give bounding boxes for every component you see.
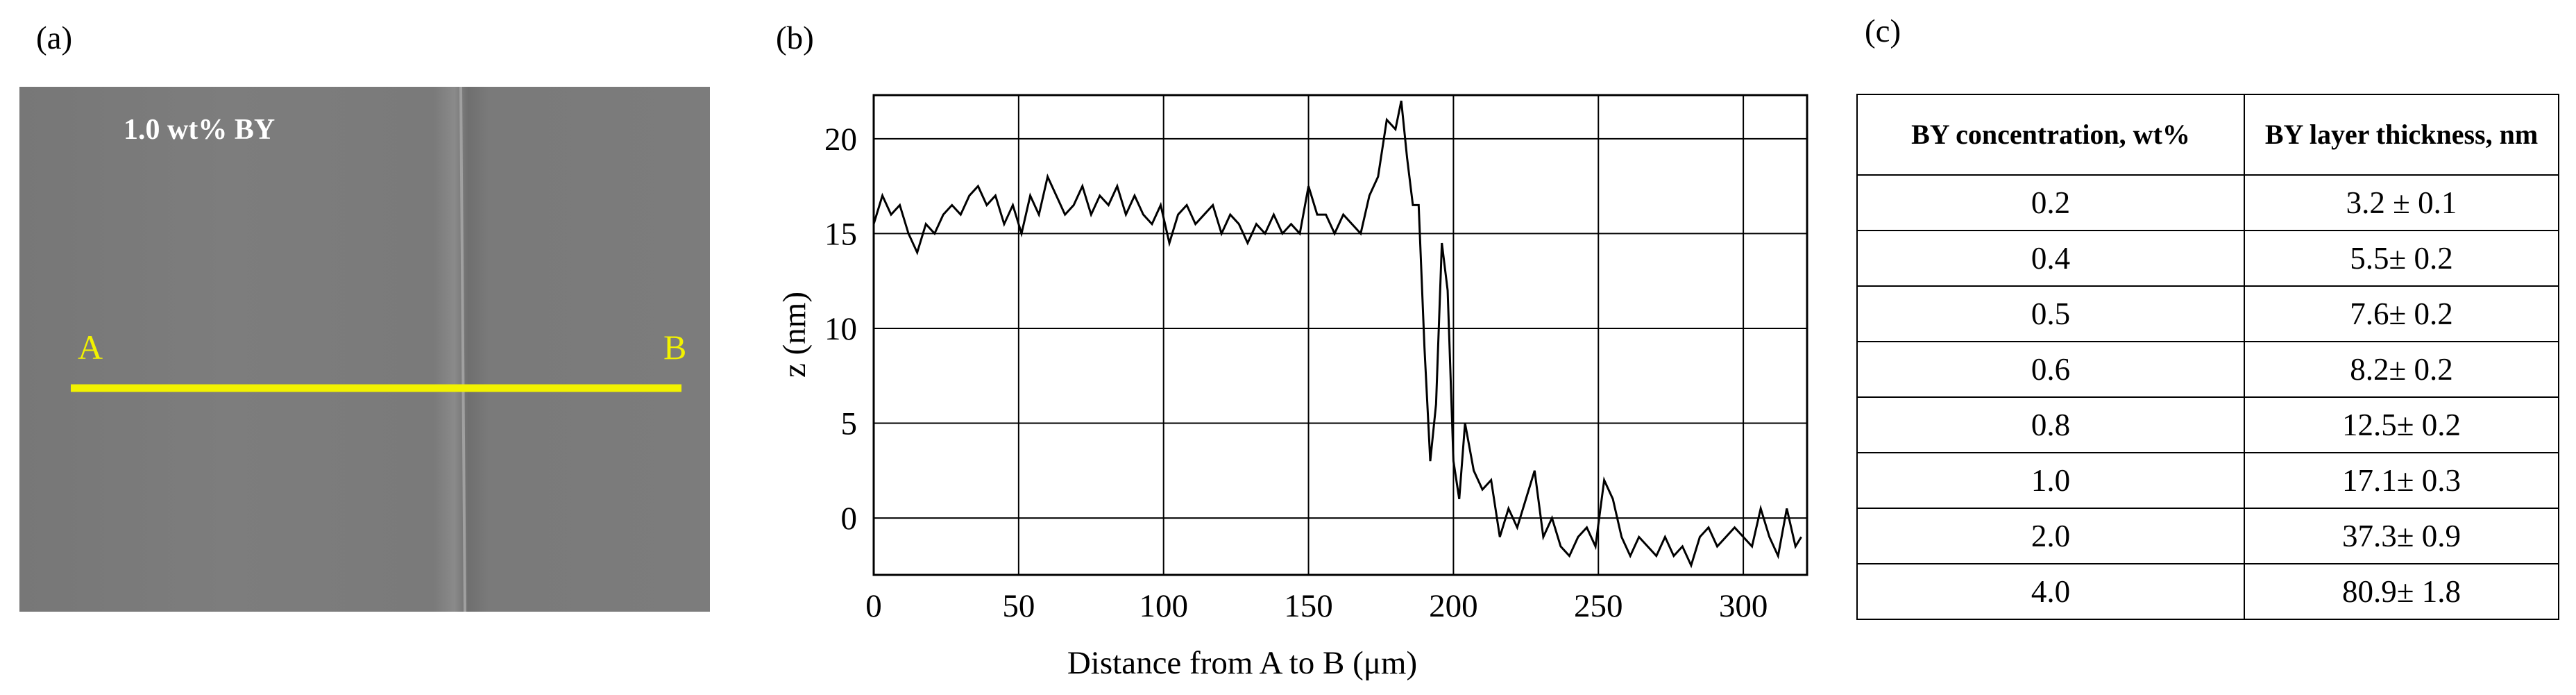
table-cell: 0.4 [1856, 230, 2245, 287]
table-cell: 7.6± 0.2 [2244, 285, 2559, 342]
table-row: 2.0 37.3± 0.9 [1856, 508, 2559, 564]
table-cell: 80.9± 1.8 [2244, 563, 2559, 620]
y-tick-label: 20 [824, 122, 857, 158]
table-cell: 17.1± 0.3 [2244, 452, 2559, 509]
table-row: 0.6 8.2± 0.2 [1856, 341, 2559, 398]
table-cell: 8.2± 0.2 [2244, 341, 2559, 398]
y-axis-label: z (nm) [777, 292, 813, 378]
x-tick-label: 250 [1574, 588, 1623, 624]
micrograph: 1.0 wt% BY A B [19, 87, 710, 612]
x-tick-label: 50 [1002, 588, 1035, 624]
x-axis-label: Distance from A to B (μm) [1067, 645, 1417, 681]
plot-frame [872, 94, 1808, 576]
table-cell: 4.0 [1856, 563, 2245, 620]
y-tick-label: 0 [841, 501, 858, 537]
y-tick-label: 15 [824, 216, 857, 252]
table-row: 4.0 80.9± 1.8 [1856, 563, 2559, 620]
table-header: BY concentration, wt% BY layer thickness… [1856, 94, 2559, 176]
sample-caption: 1.0 wt% BY [124, 114, 275, 146]
y-tick-label: 10 [824, 311, 857, 347]
x-tick-label: 100 [1139, 588, 1188, 624]
panel-label: (c) [1865, 13, 1901, 49]
table-cell: 2.0 [1856, 508, 2245, 564]
table-cell: 37.3± 0.9 [2244, 508, 2559, 564]
table-row: 1.0 17.1± 0.3 [1856, 452, 2559, 509]
table-row: 0.2 3.2 ± 0.1 [1856, 174, 2559, 231]
table-cell: 0.8 [1856, 396, 2245, 453]
micrograph-overlay: 1.0 wt% BY A B [71, 87, 686, 612]
scratch [459, 87, 466, 612]
x-tick-label: 300 [1719, 588, 1768, 624]
table-cell: 12.5± 0.2 [2244, 396, 2559, 453]
point-label: A [78, 328, 103, 367]
chart: Distance from A to B (μm) z (nm) 0 5 10 15 2… [777, 94, 1808, 681]
table-row: 0.8 12.5± 0.2 [1856, 396, 2559, 453]
table-row: 0.4 5.5± 0.2 [1856, 230, 2559, 287]
y-tick-label: 5 [841, 406, 858, 442]
table-cell: 5.5± 0.2 [2244, 230, 2559, 287]
table-body: 0.2 3.2 ± 0.1 0.4 5.5± 0.2 0.5 7.6± 0.2 0.6 8.2… [1856, 174, 2559, 620]
profile-line [872, 100, 1802, 569]
table-cell: 0.6 [1856, 341, 2245, 398]
table-cell: 1.0 [1856, 452, 2245, 509]
header-cell: BY concentration, wt% [1856, 94, 2245, 176]
table-cell: 0.2 [1856, 174, 2245, 231]
x-tick-label: 0 [865, 588, 882, 624]
table-cell: 3.2 ± 0.1 [2244, 174, 2559, 231]
x-tick-label: 200 [1429, 588, 1478, 624]
thickness-table: BY concentration, wt% BY layer thickness… [1856, 94, 2559, 620]
x-tick-label: 150 [1284, 588, 1333, 624]
table-row: 0.5 7.6± 0.2 [1856, 285, 2559, 342]
point-label: B [663, 328, 686, 367]
table-cell: 0.5 [1856, 285, 2245, 342]
header-cell: BY layer thickness, nm [2244, 94, 2559, 176]
panel-label: (b) [776, 20, 814, 56]
panel-label: (a) [36, 20, 73, 56]
